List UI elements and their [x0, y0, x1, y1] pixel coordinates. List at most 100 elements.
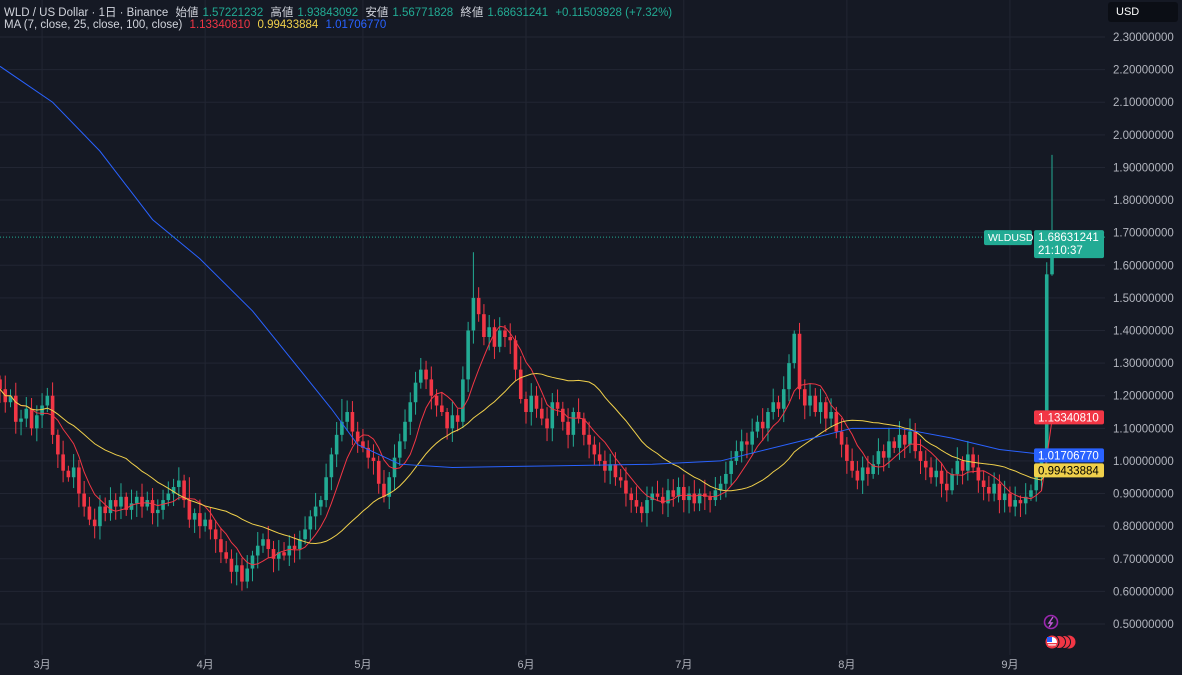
price-tag-bg: [1034, 230, 1104, 259]
candle-up: [471, 297, 476, 331]
candle-up: [419, 369, 423, 383]
candle-down: [692, 493, 697, 504]
candle-down: [482, 314, 486, 338]
price-tick-label: 1.50000000: [1113, 293, 1174, 305]
ma7-line: [0, 325, 1053, 566]
candle-up: [408, 402, 413, 422]
price-axis[interactable]: 2.30000000 2.20000000 2.10000000 2.00000000…: [1113, 32, 1174, 631]
candle-up: [860, 467, 865, 481]
candle-up: [808, 395, 812, 406]
candle-up: [1023, 496, 1028, 504]
candle-down: [150, 500, 155, 514]
ma-title: MA (7, close, 25, close, 100, close): [4, 19, 183, 31]
candle-down: [1008, 493, 1012, 507]
candle-up: [871, 464, 875, 474]
price-tick-label: 0.70000000: [1113, 554, 1174, 566]
candle-up: [45, 395, 50, 406]
candle-up: [908, 431, 912, 445]
price-tick-label: 0.60000000: [1113, 586, 1174, 598]
candle-down: [240, 565, 244, 582]
candle-up: [497, 330, 502, 347]
candle-up: [166, 493, 171, 501]
price-tick-label: 2.10000000: [1113, 97, 1174, 109]
candle-down: [618, 477, 623, 481]
open-value: 1.57221232: [202, 7, 264, 19]
candle-down: [708, 496, 712, 501]
candle-down: [518, 369, 523, 399]
candle-down: [797, 333, 802, 390]
candle-down: [513, 340, 518, 370]
us-flag-economic-event-icon[interactable]: [1044, 634, 1076, 650]
candle-down: [508, 337, 513, 341]
candle-up: [787, 363, 791, 390]
candle-up: [119, 496, 123, 507]
candle-down: [939, 470, 944, 484]
candle-up: [245, 568, 250, 582]
price-tick-label: 1.90000000: [1113, 162, 1174, 174]
candle-up: [177, 480, 181, 488]
candle-up: [466, 330, 470, 380]
candle-down: [776, 402, 781, 409]
time-axis[interactable]: 3月 4月 5月 6月 7月 8月 9月: [34, 659, 1019, 671]
low-value: 1.56771828: [392, 7, 454, 19]
candle-down: [371, 457, 376, 461]
price-tick-label: 2.20000000: [1113, 65, 1174, 77]
candle-down: [655, 493, 660, 497]
candle-down: [366, 447, 370, 458]
ma100-line: [0, 65, 1053, 468]
candle-up: [287, 545, 292, 556]
candle-up: [729, 460, 733, 474]
candle-up: [739, 441, 744, 452]
candle-up: [887, 441, 891, 458]
candle-down: [660, 496, 665, 504]
close-value: 1.68631241: [487, 7, 549, 19]
candle-up: [950, 473, 954, 491]
candle-down: [434, 395, 439, 406]
candle-up: [403, 421, 407, 442]
symbol-legend[interactable]: WLD / US Dollar · 1日 · Binance 始値 1.57221…: [4, 4, 676, 20]
candle-down: [440, 405, 444, 413]
ma-legend[interactable]: MA (7, close, 25, close, 100, close) 1.1…: [4, 19, 390, 31]
candle-down: [292, 545, 297, 549]
ma25-line: [0, 373, 1053, 545]
candle-down: [103, 506, 107, 514]
candle-down: [1018, 500, 1023, 504]
candle-down: [266, 539, 271, 549]
candle-down: [229, 558, 234, 572]
candle-up: [650, 493, 655, 501]
candle-down: [66, 470, 71, 478]
candle-down: [703, 493, 707, 497]
candle-down: [813, 395, 818, 413]
candle-up: [303, 529, 307, 540]
candle-up: [98, 506, 102, 527]
candle-down: [976, 467, 981, 481]
candle-down: [960, 460, 965, 471]
candle-down: [539, 408, 544, 419]
candle-down: [802, 389, 807, 406]
candle-up: [392, 457, 397, 478]
candle-up: [992, 483, 996, 494]
currency-button[interactable]: USD: [1108, 2, 1178, 22]
candle-down: [92, 519, 97, 527]
lightning-event-icon[interactable]: [1043, 614, 1059, 630]
candle-up: [1029, 490, 1033, 497]
candle-down: [56, 434, 60, 455]
candle-up: [697, 493, 702, 504]
candle-down: [140, 496, 144, 507]
candle-down: [592, 444, 597, 455]
grid: [0, 0, 1105, 655]
candle-down: [834, 412, 839, 432]
candle-up: [203, 519, 207, 527]
candle-up: [345, 412, 349, 422]
candle-down: [445, 412, 449, 429]
candle-down: [892, 441, 896, 448]
price-tick-label: 1.70000000: [1113, 228, 1174, 240]
candle-up: [829, 412, 833, 419]
candle-up: [724, 473, 728, 484]
candle-down: [824, 402, 828, 419]
candle-down: [503, 330, 507, 338]
candle-down: [760, 421, 765, 429]
candle-up: [645, 500, 649, 514]
